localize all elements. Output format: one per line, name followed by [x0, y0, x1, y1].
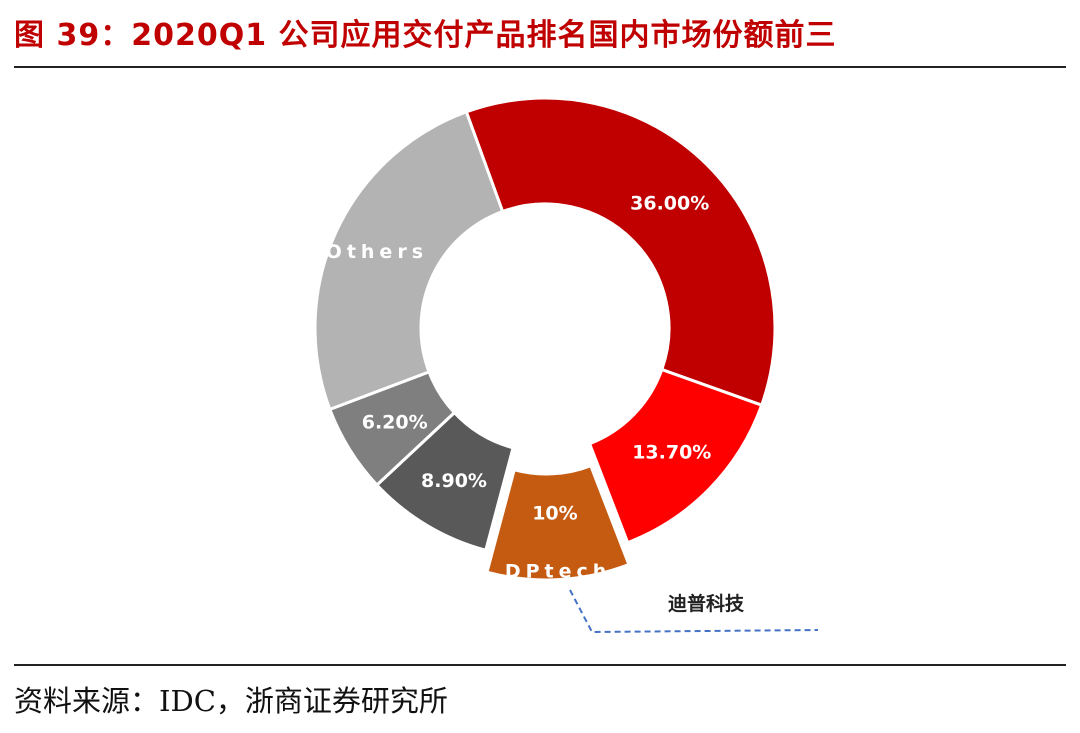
- annotation-leader-line: [569, 589, 819, 634]
- slice-value-label-5: 6.20%: [362, 411, 428, 433]
- slice-value-label-4: 8.90%: [421, 470, 487, 492]
- slice-value-label-2: 13.70%: [632, 442, 711, 464]
- source-note: 资料来源：IDC，浙商证券研究所: [14, 684, 448, 718]
- slice-category-label-6: Others: [326, 241, 428, 263]
- slice-value-label-3: 10%: [532, 503, 577, 525]
- source-divider: [14, 664, 1066, 666]
- donut-slice-1: [464, 96, 777, 408]
- donut-slice-3: [485, 463, 631, 582]
- annotation-label: 迪普科技: [668, 592, 745, 615]
- donut-slice-2: [587, 367, 764, 545]
- slice-value-label-1: 36.00%: [630, 192, 709, 214]
- donut-slice-6: [313, 109, 505, 412]
- figure-title: 图 39：2020Q1 公司应用交付产品排名国内市场份额前三: [14, 18, 837, 53]
- slice-category-label-3: DPtech: [505, 561, 611, 583]
- title-divider: [14, 66, 1066, 68]
